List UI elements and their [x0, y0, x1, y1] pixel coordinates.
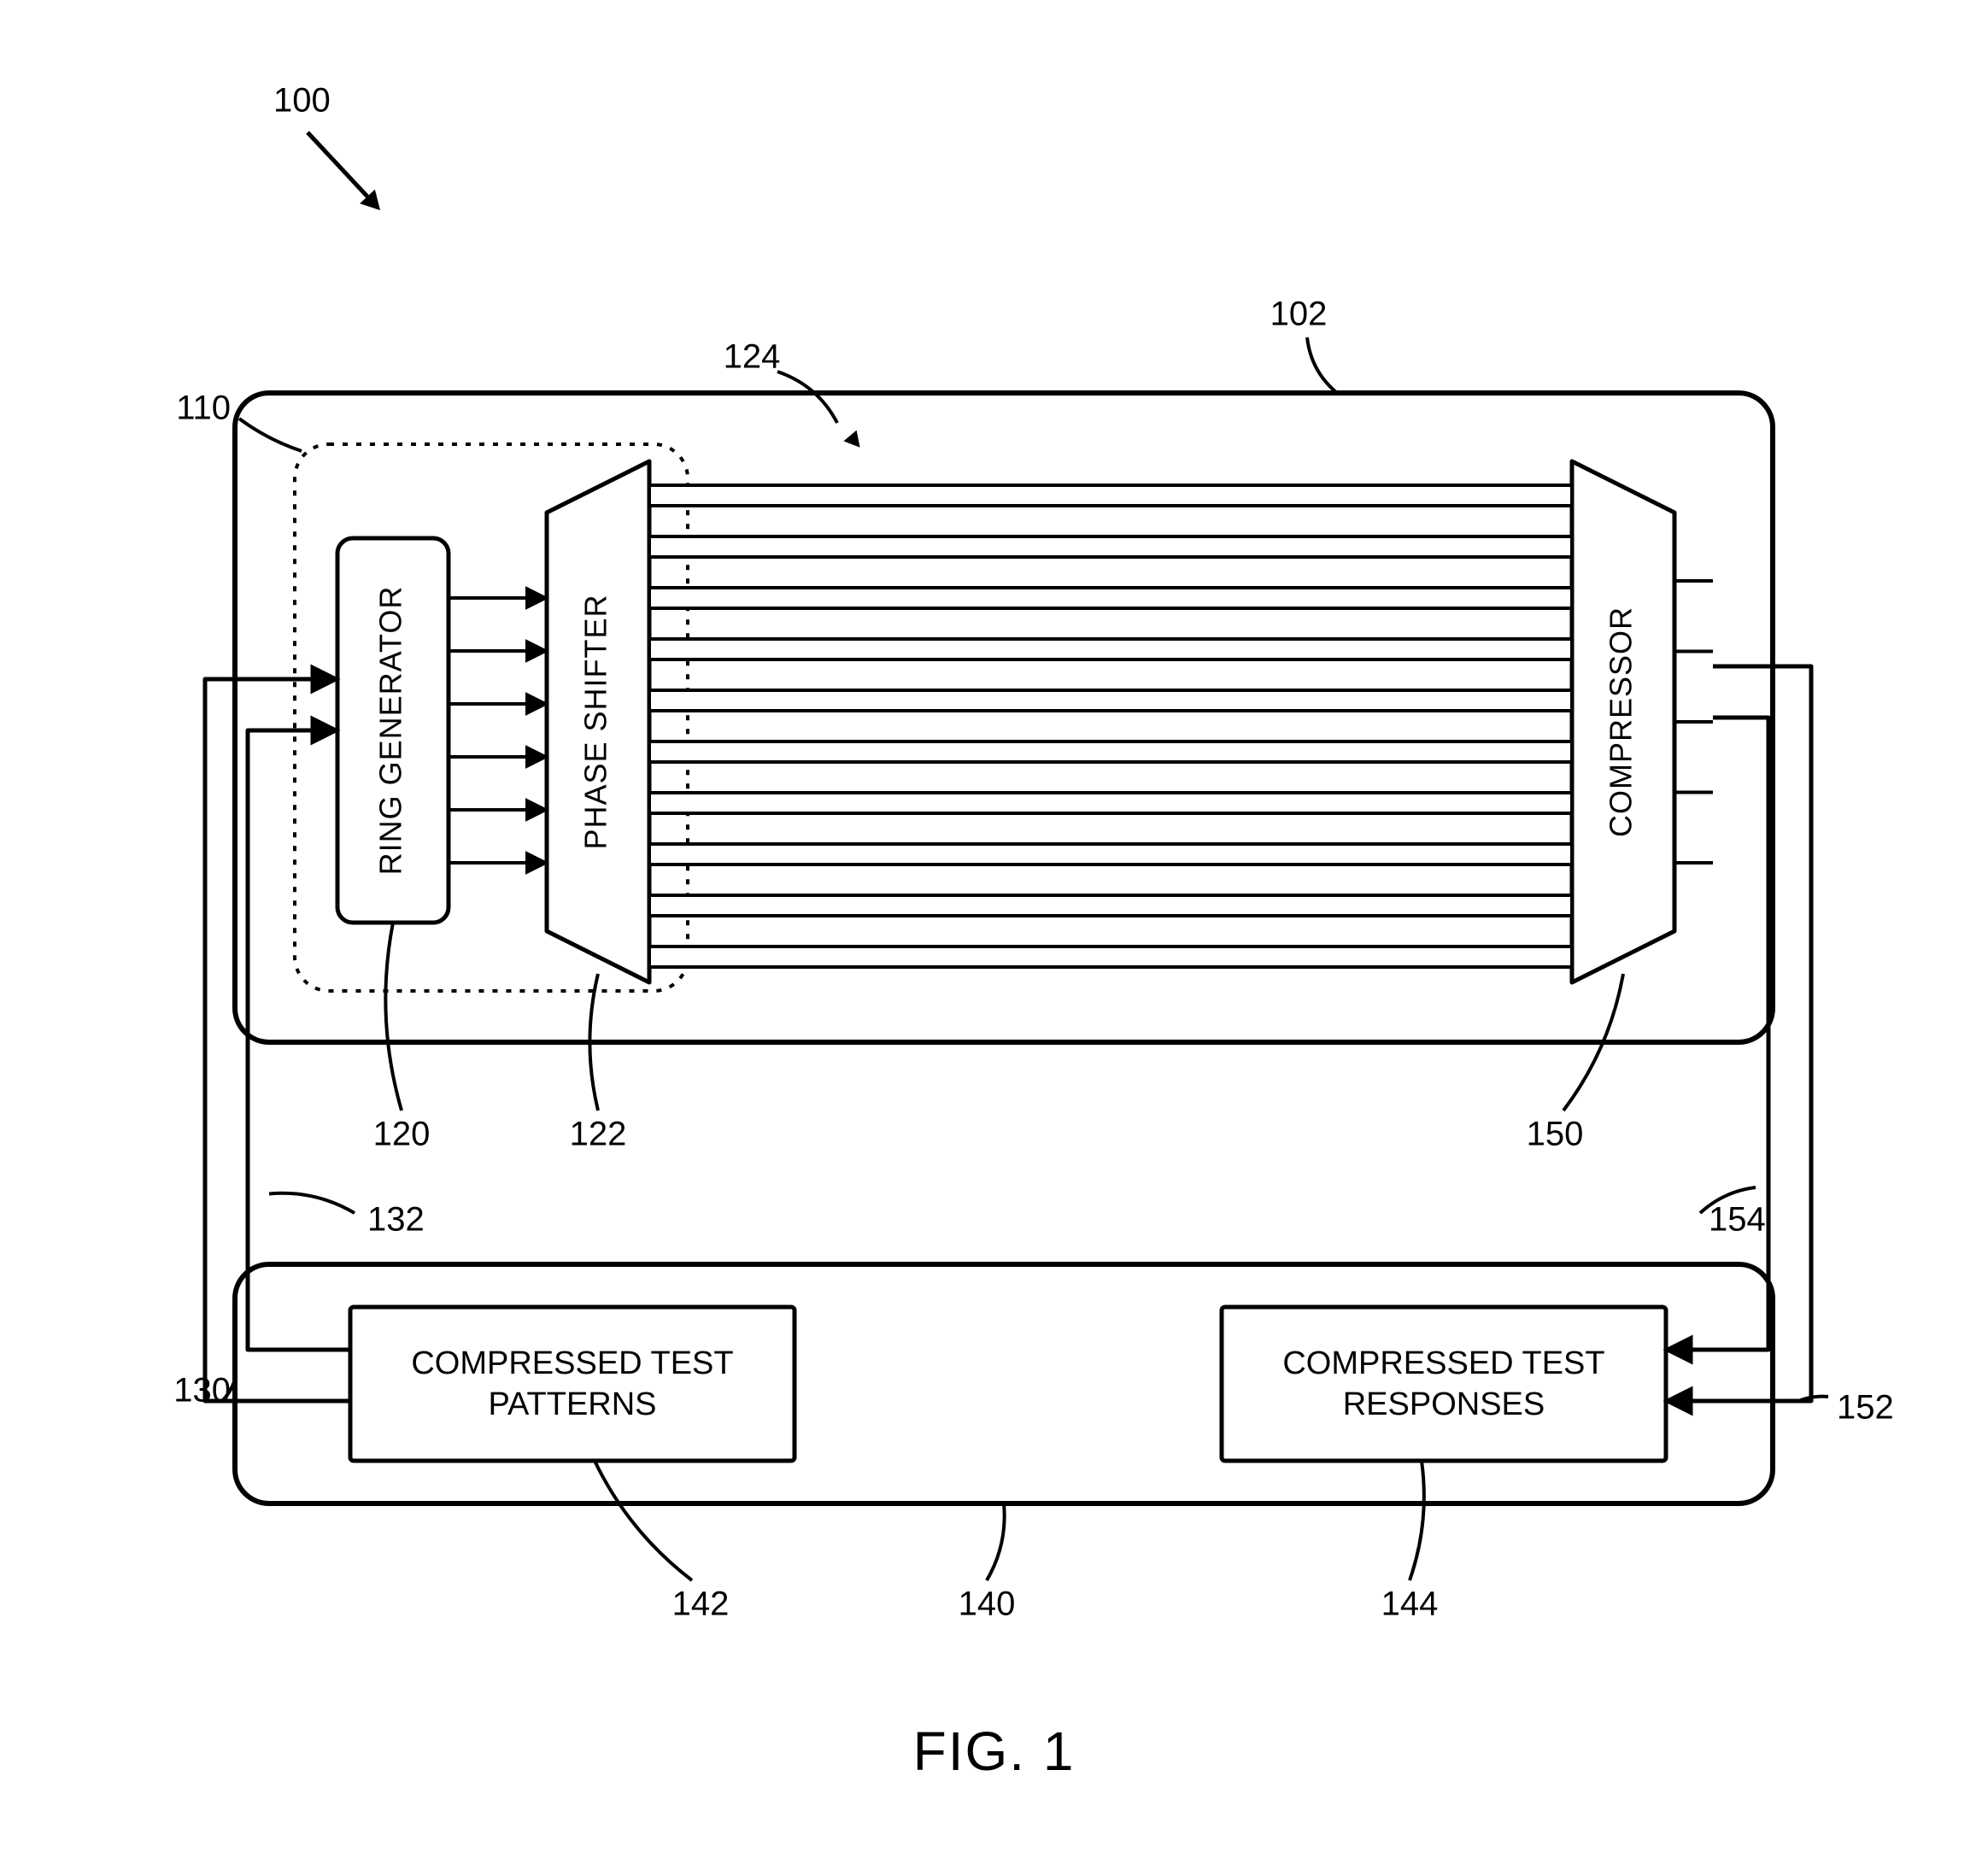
- ref-144: 144: [1381, 1585, 1439, 1623]
- leader-line: [777, 372, 837, 423]
- ref-110: 110: [176, 390, 231, 427]
- ref-150: 150: [1527, 1116, 1584, 1153]
- scan-chain: [649, 588, 1572, 608]
- leader-line: [987, 1503, 1005, 1580]
- compressor-label: COMPRESSOR: [1604, 607, 1639, 837]
- ref-132: 132: [367, 1201, 425, 1239]
- scan-chain: [649, 844, 1572, 865]
- scan-chain: [649, 536, 1572, 557]
- leader-line: [385, 923, 402, 1111]
- scan-chain: [649, 793, 1572, 813]
- scan-chain: [649, 485, 1572, 506]
- scan-chain: [649, 690, 1572, 711]
- leader-line: [269, 1193, 355, 1213]
- ref-102: 102: [1270, 296, 1328, 333]
- responses-box: [1222, 1307, 1666, 1461]
- ref-120: 120: [373, 1116, 431, 1153]
- patterns-label-1: COMPRESSED TEST: [411, 1345, 733, 1381]
- leader-line: [239, 419, 302, 451]
- leader-line: [1410, 1461, 1424, 1580]
- ref-154: 154: [1709, 1201, 1766, 1239]
- scan-chain: [649, 947, 1572, 967]
- ref-130: 130: [173, 1372, 231, 1410]
- scan-chain: [649, 741, 1572, 762]
- ring-generator-label: RING GENERATOR: [373, 586, 408, 876]
- leader-line: [1307, 337, 1337, 393]
- ref-140: 140: [959, 1585, 1016, 1623]
- patterns-box: [350, 1307, 795, 1461]
- phase-shifter-label: PHASE SHIFTER: [578, 594, 613, 849]
- ref-152: 152: [1837, 1389, 1894, 1427]
- patterns-label-2: PATTERNS: [488, 1386, 656, 1422]
- scan-chain: [649, 895, 1572, 916]
- ref-124: 124: [724, 338, 781, 376]
- ref-100: 100: [273, 82, 331, 120]
- ref-142: 142: [672, 1585, 730, 1623]
- leader-line: [595, 1461, 692, 1580]
- figure-caption: FIG. 1: [913, 1720, 1076, 1782]
- ref-122: 122: [570, 1116, 627, 1153]
- responses-label-1: COMPRESSED TEST: [1282, 1345, 1604, 1381]
- scan-chain: [649, 639, 1572, 659]
- connector-path: [1666, 666, 1811, 1401]
- connector-path: [1666, 718, 1768, 1350]
- responses-label-2: RESPONSES: [1343, 1386, 1545, 1422]
